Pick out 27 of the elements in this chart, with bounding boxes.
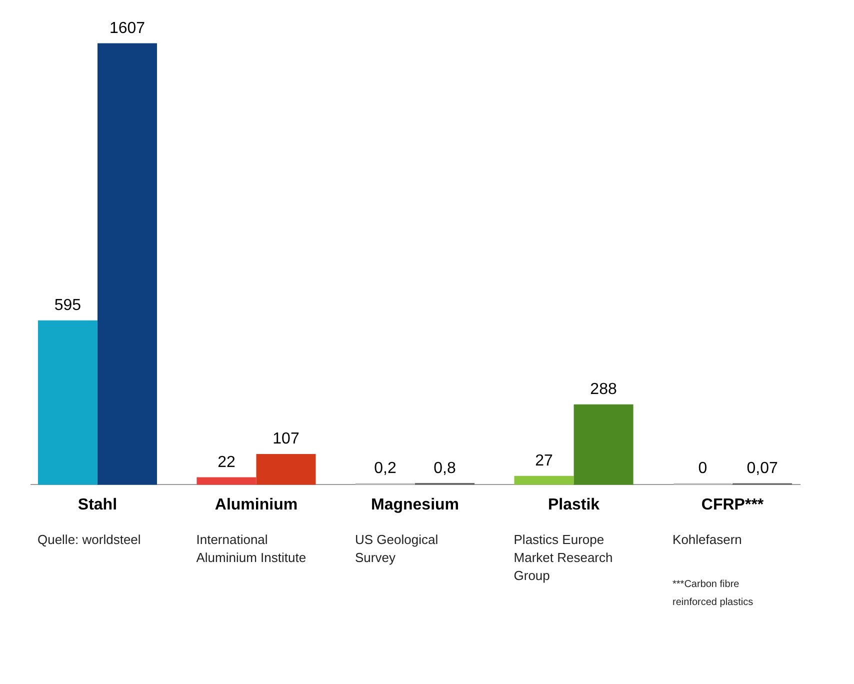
bar xyxy=(514,476,574,485)
x-tick-label: Plastik xyxy=(548,496,600,514)
text: Plastics Europe Market Research Group xyxy=(514,532,613,583)
data-label: 22 xyxy=(218,454,236,471)
text: ***Carbon fibre reinforced plastics xyxy=(672,579,754,608)
data-label: 288 xyxy=(590,381,617,398)
bar xyxy=(97,43,157,485)
bar xyxy=(196,477,256,485)
data-label: 595 xyxy=(54,297,82,314)
data-label: 0,8 xyxy=(434,460,456,477)
x-tick-label: CFRP*** xyxy=(701,496,764,514)
data-label: 0 xyxy=(698,460,708,477)
data-label: 107 xyxy=(272,430,300,448)
data-label: 27 xyxy=(535,452,553,470)
bar xyxy=(38,320,98,485)
x-tick-label: Magnesium xyxy=(370,496,460,514)
bar xyxy=(574,404,634,485)
data-label: 1607 xyxy=(109,20,146,37)
x-tick-label: Aluminium xyxy=(214,496,298,514)
source-note: Quelle: worldsteel xyxy=(37,532,141,547)
data-label: 0,07 xyxy=(746,460,778,477)
data-label: 0,2 xyxy=(374,460,396,477)
text: Kohlefasern xyxy=(672,532,742,547)
text: International Aluminium Institute xyxy=(196,532,306,565)
text: US Geological Survey xyxy=(355,532,438,565)
bar xyxy=(256,454,316,485)
x-tick-label: Stahl xyxy=(78,496,118,514)
